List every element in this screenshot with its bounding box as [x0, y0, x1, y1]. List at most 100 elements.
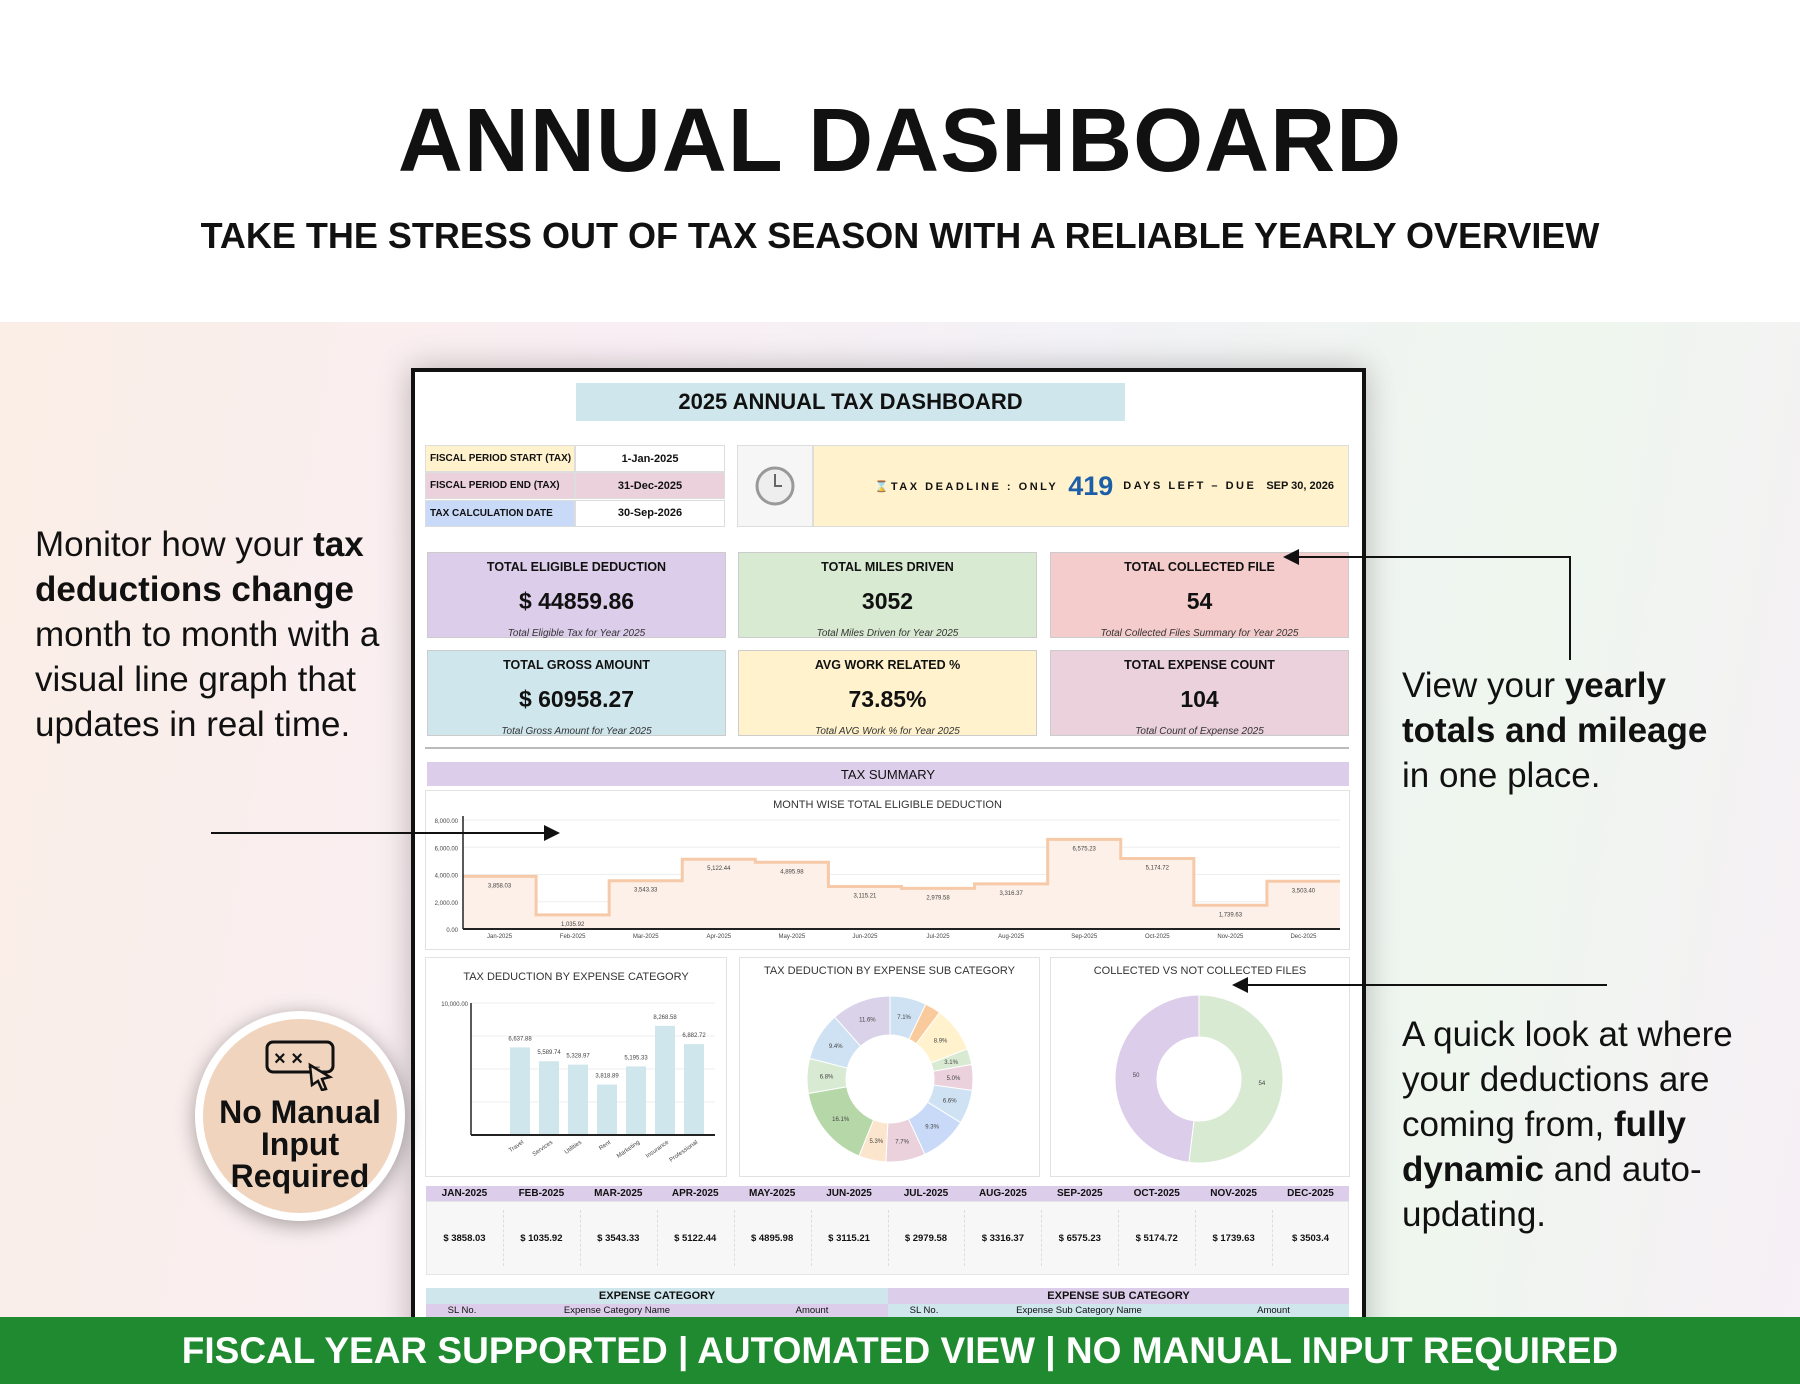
kpi-subtitle: Total Count of Expense 2025	[1135, 726, 1264, 737]
info-value: 31-Dec-2025	[575, 472, 725, 500]
kpi-title: TOTAL GROSS AMOUNT	[503, 658, 650, 672]
bar-chart-box: TAX DEDUCTION BY EXPENSE CATEGORY	[425, 957, 727, 1177]
col-name: Expense Sub Category Name	[1016, 1305, 1142, 1316]
month-value: $ 3503.4	[1292, 1233, 1330, 1244]
kpi-value: 3052	[861, 588, 914, 614]
kpi-title: AVG WORK RELATED %	[814, 658, 961, 672]
kpi-subtitle: Total Miles Driven for Year 2025	[816, 628, 959, 639]
files-donut-title: COLLECTED VS NOT COLLECTED FILES	[1093, 965, 1307, 977]
column-divider	[810, 1210, 812, 1266]
month-header: DEC-2025	[1287, 1188, 1334, 1199]
deadline-prefix: ⌛TAX DEADLINE : ONLY	[874, 480, 1059, 493]
badge-line-3: Required	[230, 1158, 370, 1194]
month-header: AUG-2025	[978, 1188, 1027, 1199]
month-header: FEB-2025	[518, 1188, 565, 1199]
files-donut-box: COLLECTED VS NOT COLLECTED FILES	[1050, 957, 1350, 1177]
clock-box	[737, 445, 813, 527]
expense-sub-category-columns: SL No. Expense Sub Category Name Amount	[888, 1304, 1349, 1318]
kpi-subtitle: Total Gross Amount for Year 2025	[501, 726, 652, 737]
month-header: JAN-2025	[441, 1188, 488, 1199]
column-divider	[579, 1210, 581, 1266]
kpi-subtitle: Total AVG Work % for Year 2025	[815, 726, 960, 737]
hero-title: ANNUAL DASHBOARD	[397, 91, 1403, 191]
month-header: MAR-2025	[594, 1188, 643, 1199]
deadline-suffix: DAYS LEFT – DUE	[1123, 480, 1257, 492]
text: month to month with a visual line graph …	[35, 615, 380, 744]
text: and auto-updating.	[1402, 1150, 1702, 1234]
kpi-title: TOTAL MILES DRIVEN	[821, 560, 954, 574]
month-header: OCT-2025	[1133, 1188, 1180, 1199]
right-description-1: View your yearly totals and mileage in o…	[1402, 663, 1742, 798]
column-divider	[1195, 1210, 1197, 1266]
kpi-card: TOTAL ELIGIBLE DEDUCTION $ 44859.86 Total …	[427, 552, 726, 639]
expense-category-header: EXPENSE CATEGORY	[426, 1288, 888, 1304]
clock-icon	[755, 466, 795, 506]
month-value: $ 1035.92	[520, 1233, 563, 1244]
kpi-subtitle: Total Eligible Tax for Year 2025	[507, 628, 646, 639]
info-label: TAX CALCULATION DATE	[425, 499, 575, 527]
month-value: $ 3316.37	[981, 1233, 1024, 1244]
kpi-card: TOTAL EXPENSE COUNT 104 Total Count of Exp…	[1050, 650, 1349, 737]
kpi-card: TOTAL COLLECTED FILE 54 Total Collected Fi…	[1050, 552, 1349, 639]
column-divider	[656, 1210, 658, 1266]
deadline-days: 419	[1068, 470, 1114, 501]
badge-line-2: Input	[260, 1126, 340, 1162]
month-value: $ 4895.98	[750, 1233, 794, 1244]
month-value: $ 2979.58	[904, 1233, 948, 1244]
col-amount: Amount	[795, 1305, 829, 1316]
expense-category-columns: SL No. Expense Category Name Amount	[426, 1304, 888, 1318]
text: in one place.	[1402, 756, 1601, 795]
kpi-value: 73.85%	[848, 686, 927, 712]
month-value: $ 6575.23	[1058, 1233, 1101, 1244]
column-divider	[1041, 1210, 1043, 1266]
kpi-title: TOTAL EXPENSE COUNT	[1124, 658, 1275, 672]
month-header: JUN-2025	[826, 1188, 872, 1199]
kpi-card: TOTAL MILES DRIVEN 3052 Total Miles Driven…	[738, 552, 1037, 639]
line-chart-box: MONTH WISE TOTAL ELIGIBLE DEDUCTION	[425, 790, 1350, 950]
footer-banner: FISCAL YEAR SUPPORTED | AUTOMATED VIEW |…	[0, 1317, 1800, 1384]
subcategory-donut-title: TAX DEDUCTION BY EXPENSE SUB CATEGORY	[763, 965, 1016, 977]
bar-chart-title: TAX DEDUCTION BY EXPENSE CATEGORY	[463, 971, 689, 983]
column-divider	[1118, 1210, 1120, 1266]
kpi-card: TOTAL GROSS AMOUNT $ 60958.27 Total Gross …	[427, 650, 726, 737]
kpi-value: 54	[1186, 588, 1213, 614]
kpi-title: TOTAL COLLECTED FILE	[1124, 560, 1275, 574]
col-sl: SL No.	[909, 1305, 939, 1316]
deadline-date: SEP 30, 2026	[1266, 480, 1334, 492]
info-label: FISCAL PERIOD END (TAX)	[425, 472, 575, 500]
months-header-row	[426, 1186, 1349, 1201]
bold-text: yearly totals and mileage	[1402, 666, 1708, 750]
month-header: APR-2025	[671, 1188, 719, 1199]
line-chart-title: MONTH WISE TOTAL ELIGIBLE DEDUCTION	[773, 799, 1002, 811]
month-header: SEP-2025	[1056, 1188, 1103, 1199]
right-description-2: A quick look at where your deductions ar…	[1402, 1012, 1772, 1237]
text: A quick look at where your deductions ar…	[1402, 1015, 1733, 1144]
month-header: NOV-2025	[1210, 1188, 1257, 1199]
month-header: JUL-2025	[903, 1188, 949, 1199]
dashboard-title: 2025 ANNUAL TAX DASHBOARD	[576, 383, 1125, 421]
badge-line-1: No Manual	[219, 1094, 381, 1130]
month-value: $ 5174.72	[1135, 1233, 1178, 1244]
column-divider	[733, 1210, 735, 1266]
col-name: Expense Category Name	[563, 1305, 671, 1316]
kpi-title: TOTAL ELIGIBLE DEDUCTION	[486, 560, 667, 574]
text: Monitor how your	[35, 525, 314, 564]
month-value: $ 3115.21	[828, 1233, 870, 1244]
left-description: Monitor how your tax deductions change m…	[35, 522, 395, 747]
kpi-card: AVG WORK RELATED % 73.85% Total AVG Work %…	[738, 650, 1037, 737]
col-amount: Amount	[1257, 1305, 1290, 1316]
month-value: $ 5122.44	[674, 1233, 717, 1244]
hero-subtitle: TAKE THE STRESS OUT OF TAX SEASON WITH A…	[200, 215, 1600, 256]
kpi-value: $ 60958.27	[518, 686, 635, 712]
info-value: 1-Jan-2025	[575, 445, 725, 472]
terminal-cursor-icon: × × _	[265, 1040, 335, 1092]
month-value: $ 1739.63	[1212, 1233, 1255, 1244]
column-divider	[502, 1210, 504, 1266]
tax-summary-header: TAX SUMMARY	[427, 762, 1349, 786]
subcategory-donut-box: TAX DEDUCTION BY EXPENSE SUB CATEGORY	[739, 957, 1040, 1177]
month-value: $ 3543.33	[597, 1233, 640, 1244]
text: View your	[1402, 666, 1565, 705]
month-header: MAY-2025	[748, 1188, 796, 1199]
kpi-value: $ 44859.86	[518, 588, 635, 614]
bold-text: fully dynamic	[1402, 1105, 1686, 1189]
